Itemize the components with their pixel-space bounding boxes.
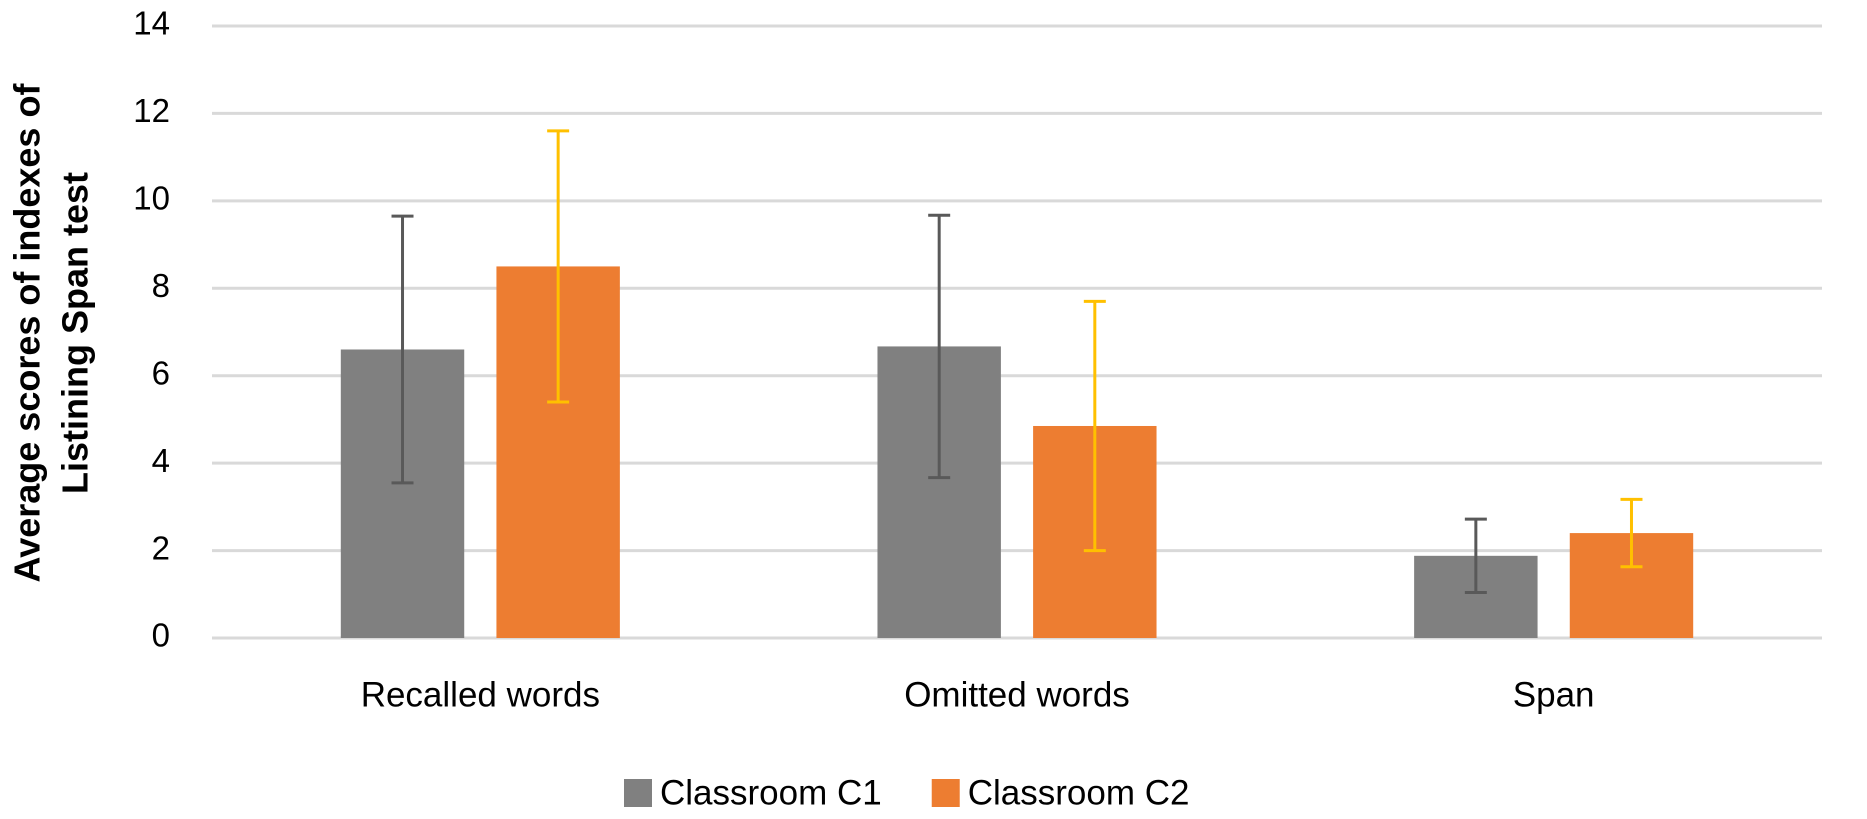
y-tick-label: 0 (152, 617, 170, 654)
y-tick-label: 10 (133, 180, 170, 217)
error-bar (928, 213, 951, 480)
x-tick-label: Omitted words (904, 675, 1130, 714)
y-tick-label: 4 (152, 442, 170, 479)
y-tick-label: 2 (152, 529, 170, 566)
error-bar (391, 214, 414, 485)
error-bar (1620, 497, 1643, 569)
x-tick-label: Recalled words (361, 675, 600, 714)
x-tick-label: Span (1513, 675, 1595, 714)
y-tick-label: 6 (152, 354, 170, 391)
y-tick-label: 12 (133, 92, 170, 129)
y-axis-label: Listining Span test (55, 172, 96, 494)
legend-label: Classroom C1 (660, 773, 882, 812)
error-bar (1083, 299, 1106, 553)
error-bar (547, 129, 570, 404)
legend-label: Classroom C2 (968, 773, 1190, 812)
legend-swatch (931, 779, 960, 807)
y-tick-label: 8 (152, 267, 170, 304)
y-tick-label: 14 (133, 5, 170, 42)
error-bar (1464, 517, 1487, 595)
legend-swatch (624, 779, 652, 807)
y-axis-label: Average scores of indexes of (7, 83, 48, 583)
